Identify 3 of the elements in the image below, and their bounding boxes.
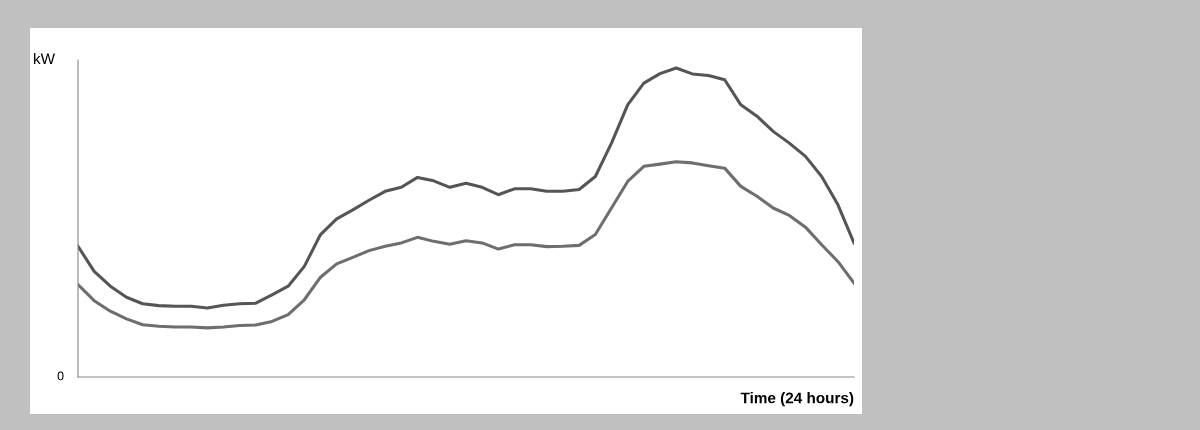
- y-axis-title: kW: [34, 52, 55, 64]
- text: 0: [57, 371, 64, 381]
- x-axis-title: Time (24 hours): [740, 392, 854, 407]
